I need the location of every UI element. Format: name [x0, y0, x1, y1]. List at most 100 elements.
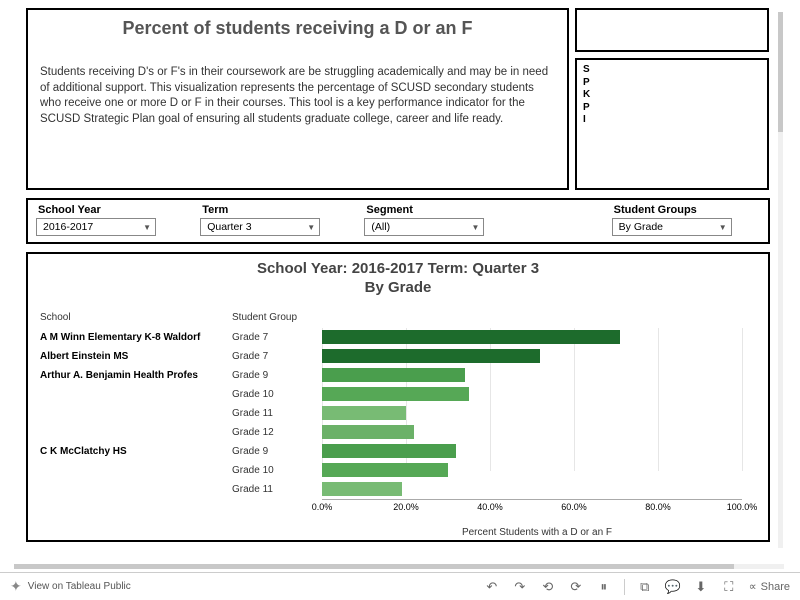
filters-box: School Year 2016-2017 ▼ Term Quarter 3 ▼… [26, 198, 770, 244]
spacer [322, 312, 752, 328]
school-header: School [40, 312, 232, 328]
tableau-link-text: View on Tableau Public [28, 581, 131, 592]
filter-label: Student Groups [612, 204, 760, 216]
x-axis-label: Percent Students with a D or an F [322, 527, 752, 538]
x-tick: 40.0% [477, 502, 503, 512]
download-icon[interactable]: ⬇ [693, 579, 709, 595]
bar [322, 444, 456, 458]
bar-track[interactable] [322, 442, 752, 461]
tableau-logo-icon: ✦ [10, 578, 22, 595]
term-select[interactable]: Quarter 3 ▼ [200, 218, 320, 236]
fullscreen-icon[interactable]: ⛶ [721, 579, 737, 595]
bar [322, 349, 540, 363]
group-cell: Grade 10 [232, 461, 322, 480]
filter-label: School Year [36, 204, 194, 216]
group-cell: Grade 9 [232, 366, 322, 385]
bar [322, 387, 469, 401]
filter-segment: Segment (All) ▼ [364, 204, 605, 236]
share-label: Share [761, 581, 790, 593]
refresh-icon[interactable]: ⟳ [568, 579, 584, 595]
side-box-top [575, 8, 769, 52]
device-icon[interactable]: ⧉ [637, 579, 653, 595]
bar [322, 368, 465, 382]
filter-school-year: School Year 2016-2017 ▼ [36, 204, 194, 236]
school-year-select[interactable]: 2016-2017 ▼ [36, 218, 156, 236]
bottom-icons: ↶ ↷ ⟲ ⟳ ⏸ ⧉ 💬 ⬇ ⛶ ∝ Share [484, 579, 790, 595]
group-cell: Grade 7 [232, 347, 322, 366]
dropdown-caret-icon: ▼ [719, 223, 727, 232]
segment-select[interactable]: (All) ▼ [364, 218, 484, 236]
school-cell: Arthur A. Benjamin Health Profes [40, 366, 232, 385]
page-title: Percent of students receiving a D or an … [40, 18, 555, 39]
col-group: Student Group Grade 7Grade 7Grade 9Grade… [232, 312, 322, 538]
comment-icon[interactable]: 💬 [665, 579, 681, 595]
dropdown-caret-icon: ▼ [471, 223, 479, 232]
bar-track[interactable] [322, 480, 752, 499]
bar-track[interactable] [322, 461, 752, 480]
bar-track[interactable] [322, 366, 752, 385]
title-box: Percent of students receiving a D or an … [26, 8, 569, 190]
school-cell [40, 480, 232, 499]
school-cell [40, 404, 232, 423]
col-school: School A M Winn Elementary K-8 WaldorfAl… [40, 312, 232, 538]
group-cell: Grade 9 [232, 442, 322, 461]
filter-label: Term [200, 204, 358, 216]
col-bars: 0.0%20.0%40.0%60.0%80.0%100.0% Percent S… [322, 312, 752, 538]
share-button[interactable]: ∝ Share [749, 580, 790, 593]
school-cell: A M Winn Elementary K-8 Waldorf [40, 328, 232, 347]
student-groups-select[interactable]: By Grade ▼ [612, 218, 732, 236]
group-header: Student Group [232, 312, 322, 328]
group-cell: Grade 10 [232, 385, 322, 404]
filter-student-groups: Student Groups By Grade ▼ [612, 204, 760, 236]
header-row: Percent of students receiving a D or an … [26, 8, 772, 190]
school-cell: Albert Einstein MS [40, 347, 232, 366]
redo-icon[interactable]: ↷ [512, 579, 528, 595]
school-cell: C K McClatchy HS [40, 442, 232, 461]
filter-term: Term Quarter 3 ▼ [200, 204, 358, 236]
chart-title: School Year: 2016-2017 Term: Quarter 3 B… [40, 260, 756, 298]
school-cell [40, 423, 232, 442]
x-tick: 80.0% [645, 502, 671, 512]
chart-box: School Year: 2016-2017 Term: Quarter 3 B… [26, 252, 770, 542]
x-tick: 100.0% [727, 502, 758, 512]
bar-track[interactable] [322, 404, 752, 423]
dropdown-caret-icon: ▼ [143, 223, 151, 232]
school-cell [40, 461, 232, 480]
bar [322, 330, 620, 344]
page-description: Students receiving D's or F's in their c… [40, 65, 555, 127]
tableau-badge[interactable]: ✦ View on Tableau Public [10, 578, 131, 595]
x-tick: 0.0% [312, 502, 333, 512]
bar-track[interactable] [322, 385, 752, 404]
bar-track[interactable] [322, 347, 752, 366]
main-panel: Percent of students receiving a D or an … [26, 8, 772, 542]
bar-track[interactable] [322, 423, 752, 442]
filter-label: Segment [364, 204, 605, 216]
select-value: Quarter 3 [207, 221, 251, 233]
undo-icon[interactable]: ↶ [484, 579, 500, 595]
vertical-scrollbar[interactable] [778, 12, 783, 548]
revert-icon[interactable]: ⟲ [540, 579, 556, 595]
pause-icon[interactable]: ⏸ [596, 579, 612, 595]
chart-body: School A M Winn Elementary K-8 WaldorfAl… [40, 312, 756, 538]
bar [322, 482, 402, 496]
dropdown-caret-icon: ▼ [307, 223, 315, 232]
group-cell: Grade 7 [232, 328, 322, 347]
x-axis: 0.0%20.0%40.0%60.0%80.0%100.0% [322, 499, 742, 513]
bar-track[interactable] [322, 328, 752, 347]
x-tick: 20.0% [393, 502, 419, 512]
group-cell: Grade 11 [232, 480, 322, 499]
bar [322, 425, 414, 439]
bottom-bar: ✦ View on Tableau Public ↶ ↷ ⟲ ⟳ ⏸ ⧉ 💬 ⬇… [0, 572, 800, 600]
school-cell [40, 385, 232, 404]
group-cell: Grade 11 [232, 404, 322, 423]
share-icon: ∝ [749, 580, 757, 593]
group-cell: Grade 12 [232, 423, 322, 442]
side-box-bottom: S P K P I [575, 58, 769, 190]
side-boxes: S P K P I [575, 8, 769, 190]
select-value: (All) [371, 221, 390, 233]
select-value: By Grade [619, 221, 663, 233]
horizontal-scrollbar[interactable] [14, 564, 784, 569]
select-value: 2016-2017 [43, 221, 93, 233]
x-tick: 60.0% [561, 502, 587, 512]
bar [322, 406, 406, 420]
